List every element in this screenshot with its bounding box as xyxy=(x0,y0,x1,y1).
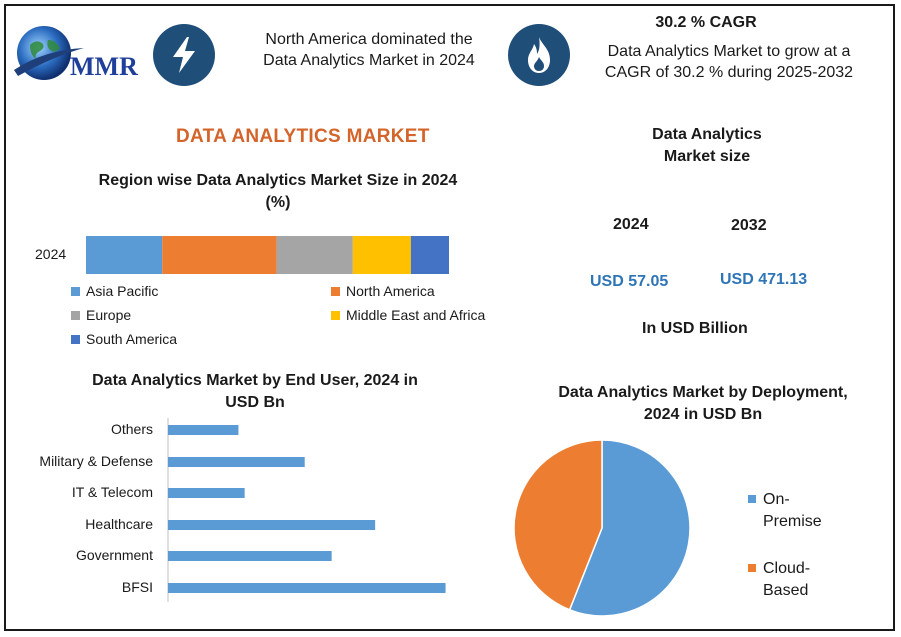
statement-line-1: North America dominated the xyxy=(265,31,473,48)
market-size-title: Data Analytics Market size xyxy=(612,124,802,168)
legend-label: North America xyxy=(346,283,435,299)
pie-legend-line: Cloud- xyxy=(763,560,811,577)
region-segment-asia-pacific xyxy=(86,236,163,274)
enduser-bar-healthcare xyxy=(168,520,376,530)
legend-item-south-america: South America xyxy=(71,331,177,347)
region-title-line-2: (%) xyxy=(265,194,291,211)
legend-swatch xyxy=(71,286,80,296)
statement-line-2: Data Analytics Market in 2024 xyxy=(263,52,475,69)
deployment-chart-title: Data Analytics Market by Deployment, 202… xyxy=(527,382,879,426)
pie-legend-line: Premise xyxy=(763,513,822,530)
flame-icon xyxy=(528,37,550,73)
enduser-bar-government xyxy=(168,551,332,561)
cagr-text: Data Analytics Market to grow at a CAGR … xyxy=(590,41,868,83)
pie-legend-line: Based xyxy=(763,582,809,599)
year-2032-label: 2032 xyxy=(731,217,767,234)
pie-legend-label-cloud-based: Cloud- Based xyxy=(763,558,810,602)
market-size-title-line-1: Data Analytics xyxy=(652,126,762,143)
flame-circle xyxy=(508,24,570,86)
year-2024-label: 2024 xyxy=(613,216,649,233)
pie-slice-on-premise xyxy=(568,440,691,617)
infographic-frame xyxy=(4,4,895,631)
lightning-icon xyxy=(173,37,195,73)
enduser-label-government: Government xyxy=(75,547,153,563)
legend-label: Asia Pacific xyxy=(86,283,159,299)
legend-swatch xyxy=(71,310,80,320)
enduser-label-military-defense: Military & Defense xyxy=(39,453,153,469)
region-title-line-1: Region wise Data Analytics Market Size i… xyxy=(98,172,458,189)
pie-legend-swatch-cloud-based xyxy=(748,564,756,572)
pie-legend-line: On- xyxy=(763,491,790,508)
cagr-line-1: Data Analytics Market to grow at a xyxy=(607,43,851,60)
legend-item-middle-east-and-africa: Middle East and Africa xyxy=(331,307,485,323)
legend-item-europe: Europe xyxy=(71,307,131,323)
region-chart-title: Region wise Data Analytics Market Size i… xyxy=(60,170,496,214)
enduser-title-line-1: Data Analytics Market by End User, 2024 … xyxy=(92,372,418,389)
legend-swatch xyxy=(71,334,80,344)
region-category-label: 2024 xyxy=(35,246,67,262)
enduser-bar-chart xyxy=(167,418,446,602)
deployment-pie-chart xyxy=(513,440,691,617)
enduser-label-bfsi: BFSI xyxy=(121,579,153,595)
enduser-title-line-2: USD Bn xyxy=(225,394,285,411)
enduser-bar-others xyxy=(168,425,239,435)
value-2024: USD 57.05 xyxy=(590,273,669,290)
cagr-line-2: CAGR of 30.2 % during 2025-2032 xyxy=(604,64,854,81)
market-size-title-line-2: Market size xyxy=(663,148,751,165)
enduser-bar-it-telecom xyxy=(168,488,245,498)
region-segment-europe xyxy=(276,236,353,274)
enduser-bar-bfsi xyxy=(168,583,446,593)
deployment-title-line-2: 2024 in USD Bn xyxy=(643,406,763,423)
north-america-statement: North America dominated the Data Analyti… xyxy=(240,29,498,71)
enduser-label-others: Others xyxy=(110,421,153,437)
main-title: DATA ANALYTICS MARKET xyxy=(176,126,430,147)
pie-legend-swatch-on-premise xyxy=(748,495,756,503)
pie-slice-cloud-based xyxy=(513,440,603,611)
enduser-bar-military-defense xyxy=(168,457,305,467)
legend-item-asia-pacific: Asia Pacific xyxy=(71,283,158,299)
legend-label: Europe xyxy=(86,307,132,323)
region-segment-north-america xyxy=(162,236,277,274)
lightning-circle xyxy=(153,24,215,86)
legend-item-north-america: North America xyxy=(331,283,435,299)
legend-swatch xyxy=(331,286,340,296)
cagr-title: 30.2 % CAGR xyxy=(655,14,757,31)
enduser-label-healthcare: Healthcare xyxy=(85,516,153,532)
globe-logo-icon xyxy=(14,26,84,80)
logo-text: MMR xyxy=(70,52,138,81)
legend-label: South America xyxy=(86,331,178,347)
region-segment-middle-east-and-africa xyxy=(352,236,411,274)
enduser-label-it-telecom: IT & Telecom xyxy=(71,484,153,500)
mmr-logo xyxy=(12,20,152,90)
unit-label: In USD Billion xyxy=(642,320,748,337)
pie-legend-label-on-premise: On- Premise xyxy=(763,489,822,533)
legend-swatch xyxy=(331,310,340,320)
region-segment-south-america xyxy=(410,236,449,274)
legend-label: Middle East and Africa xyxy=(346,307,486,323)
value-2032: USD 471.13 xyxy=(720,271,808,288)
deployment-title-line-1: Data Analytics Market by Deployment, xyxy=(558,384,848,401)
enduser-chart-title: Data Analytics Market by End User, 2024 … xyxy=(40,370,470,414)
region-stacked-bar xyxy=(86,236,449,274)
